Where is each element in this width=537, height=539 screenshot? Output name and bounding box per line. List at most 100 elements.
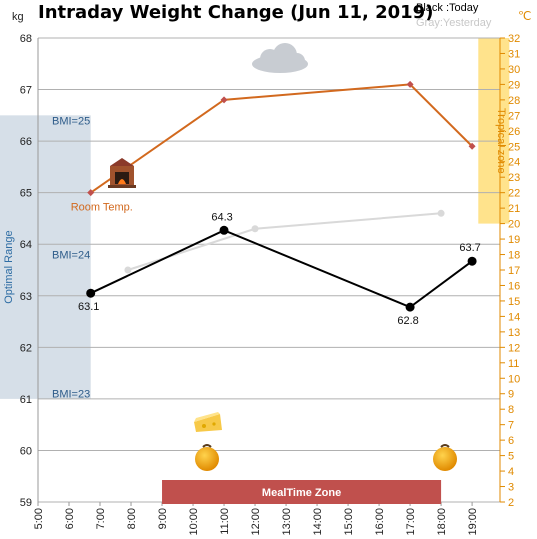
today-point-1 <box>219 225 229 235</box>
room-temp-point-1 <box>220 96 228 104</box>
today-data-label-3: 63.7 <box>459 242 480 254</box>
x-tick-8: 8:00 <box>126 508 138 529</box>
x-tick-12: 12:00 <box>250 508 262 536</box>
y-tick-66: 66 <box>20 136 32 148</box>
y-tick-61: 61 <box>20 394 32 406</box>
legend-yesterday: Gray:Yesterday <box>416 17 492 29</box>
y-tick-63: 63 <box>20 291 32 303</box>
y2-tick-26: 26 <box>508 126 520 138</box>
y-tick-68: 68 <box>20 33 32 45</box>
today-data-label-1: 64.3 <box>211 211 232 223</box>
yesterday-point-1 <box>251 225 259 233</box>
tropical-zone-label: Tropical zone <box>495 108 507 174</box>
x-tick-13: 13:00 <box>281 508 293 536</box>
x-tick-5: 5:00 <box>33 508 45 529</box>
y2-tick-6: 6 <box>508 435 514 447</box>
bmi-labels: BMI=25 BMI=24 BMI=23 <box>52 115 90 400</box>
today-data-label-0: 63.1 <box>78 301 99 313</box>
cloud-icon <box>252 43 308 73</box>
y2-tick-11: 11 <box>508 358 519 370</box>
optimal-range-band <box>0 115 91 399</box>
y2-tick-10: 10 <box>508 373 520 385</box>
y-tick-60: 60 <box>20 445 32 457</box>
cheese-icon <box>194 412 222 432</box>
x-tick-16: 16:00 <box>374 508 386 536</box>
y2-tick-31: 31 <box>508 48 520 60</box>
y2-tick-25: 25 <box>508 141 520 153</box>
y2-tick-5: 5 <box>508 451 514 463</box>
y2-tick-9: 9 <box>508 389 514 401</box>
x-tick-14: 14:00 <box>312 508 324 536</box>
y2-tick-15: 15 <box>508 296 520 308</box>
y2-tick-27: 27 <box>508 110 520 122</box>
y-tick-65: 65 <box>20 188 32 200</box>
x-tick-15: 15:00 <box>343 508 355 536</box>
bmi-label-1: BMI=24 <box>52 250 90 262</box>
room-temp-point-3 <box>468 142 476 150</box>
bmi-label-2: BMI=23 <box>52 389 90 401</box>
chart-title: Intraday Weight Change (Jun 11, 2019) <box>38 2 433 23</box>
y2-tick-16: 16 <box>508 280 520 292</box>
x-tick-17: 17:00 <box>405 508 417 536</box>
today-point-2 <box>405 302 415 312</box>
series-today-line <box>90 229 473 309</box>
y-tick-59: 59 <box>20 497 32 509</box>
fireplace-icon <box>108 158 136 188</box>
gridlines <box>38 37 500 503</box>
x-tick-11: 11:00 <box>219 508 231 535</box>
y2-tick-7: 7 <box>508 420 514 432</box>
y2-tick-30: 30 <box>508 64 520 76</box>
y-axis-ticks: 59 60 61 62 63 64 65 66 67 68 <box>20 33 32 509</box>
x-axis-ticks: 5:00 6:00 7:00 8:00 9:00 10:00 11:00 12:00 13:00… <box>33 502 479 536</box>
x-tick-9: 9:00 <box>157 508 169 529</box>
y2-tick-21: 21 <box>508 203 520 215</box>
y2-tick-8: 8 <box>508 404 514 416</box>
x-tick-10: 10:00 <box>188 508 200 536</box>
bmi-label-0: BMI=25 <box>52 115 90 127</box>
y-tick-62: 62 <box>20 342 32 354</box>
fruit-icon-2 <box>433 444 457 471</box>
room-temp-point-2 <box>406 80 414 88</box>
yesterday-point-2 <box>437 209 445 217</box>
y2-tick-32: 32 <box>508 33 520 45</box>
y2-axis-ticks: 2345678910111213141516171819202122232425… <box>500 33 520 509</box>
today-point-3 <box>467 256 477 266</box>
y2-tick-28: 28 <box>508 95 520 107</box>
series-yesterday-line <box>127 212 442 271</box>
y2-tick-3: 3 <box>508 482 514 494</box>
y2-tick-24: 24 <box>508 157 520 169</box>
y2-tick-29: 29 <box>508 79 520 91</box>
series-group: Room Temp. 63.1 64.3 62.8 63.7 <box>71 80 481 327</box>
mealtime-zone-label: MealTime Zone <box>262 487 341 499</box>
y2-tick-12: 12 <box>508 342 520 354</box>
y-tick-64: 64 <box>20 239 32 251</box>
y2-tick-20: 20 <box>508 219 520 231</box>
room-temp-label: Room Temp. <box>71 202 133 214</box>
x-tick-7: 7:00 <box>95 508 107 529</box>
yesterday-point-0 <box>124 266 132 274</box>
y2-tick-23: 23 <box>508 172 520 184</box>
room-temp-point-0 <box>87 189 95 197</box>
y2-axis-unit: ℃ <box>518 9 531 23</box>
y-tick-67: 67 <box>20 85 32 97</box>
y2-tick-4: 4 <box>508 466 514 478</box>
legend-today: Black :Today <box>416 2 479 14</box>
y2-tick-19: 19 <box>508 234 520 246</box>
today-point-0 <box>86 288 96 298</box>
y2-tick-22: 22 <box>508 188 520 200</box>
fruit-icon-1 <box>195 444 219 471</box>
x-tick-18: 18:00 <box>436 508 448 536</box>
x-tick-6: 6:00 <box>64 508 76 529</box>
y2-tick-14: 14 <box>508 311 520 323</box>
y-axis-unit: kg <box>12 11 24 23</box>
y2-tick-13: 13 <box>508 327 520 339</box>
y2-tick-18: 18 <box>508 250 520 262</box>
today-data-label-2: 62.8 <box>397 315 418 327</box>
optimal-range-label: Optimal Range <box>3 230 15 303</box>
x-tick-19: 19:00 <box>467 508 479 536</box>
mealtime-zone-band <box>162 480 442 504</box>
series-room-temp-line <box>90 83 473 194</box>
y2-tick-2: 2 <box>508 497 514 509</box>
y2-tick-17: 17 <box>508 265 520 277</box>
